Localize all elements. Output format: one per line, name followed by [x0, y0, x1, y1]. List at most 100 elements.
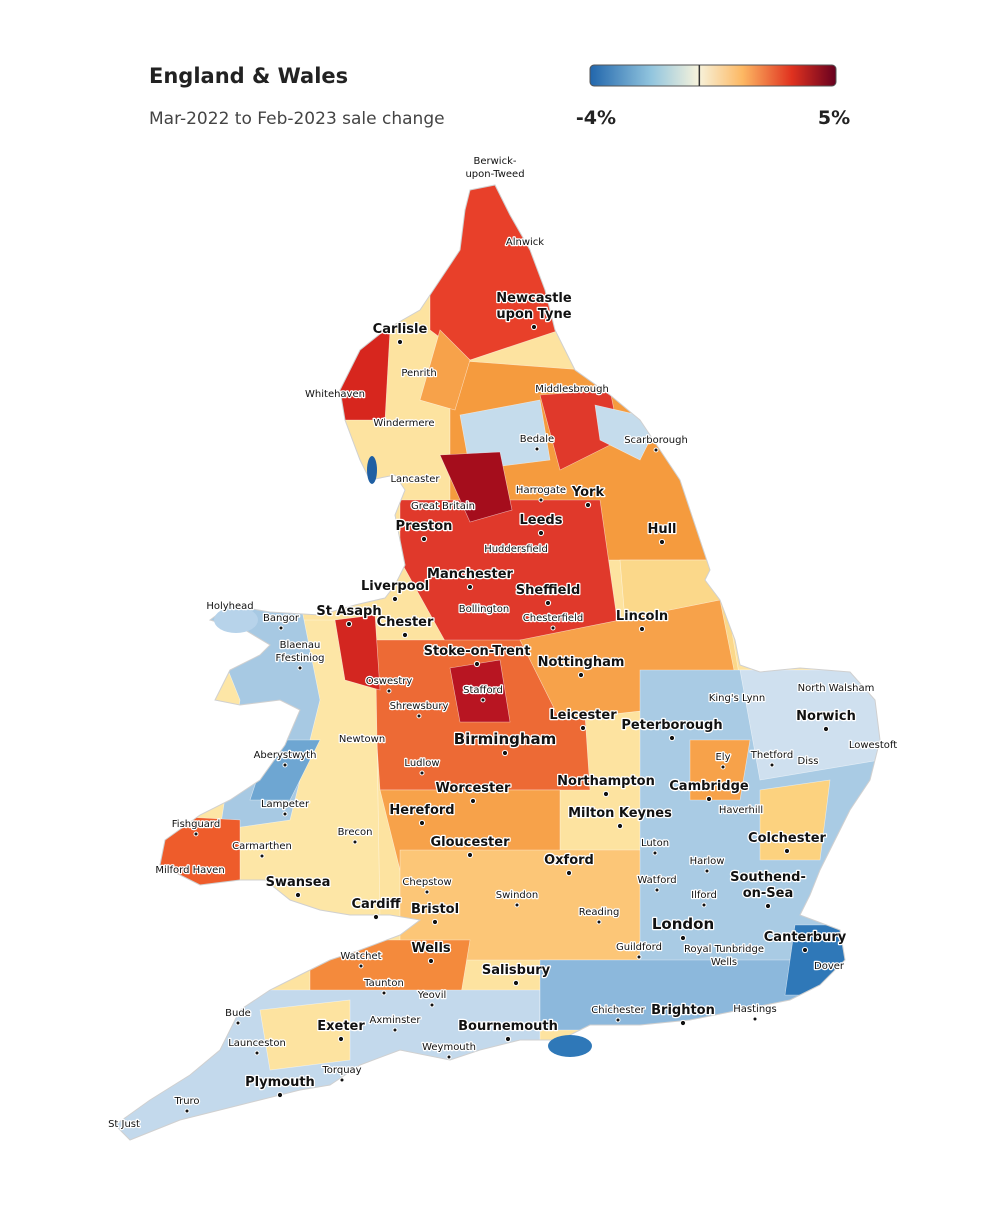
place-label: Harlow: [690, 856, 725, 867]
place-label: Ffestiniog: [276, 653, 325, 664]
place-label: Oxford: [544, 853, 594, 868]
place-label: Thetford: [750, 750, 793, 761]
place-dot: [636, 954, 642, 960]
place-dot: [480, 697, 486, 703]
map-title: England & Wales: [149, 64, 348, 88]
place-label: Ilford: [691, 890, 717, 901]
place-label: Peterborough: [621, 718, 722, 733]
place-label: Worcester: [436, 781, 512, 796]
place-label: Windermere: [373, 418, 434, 429]
place-label: Chester: [377, 615, 434, 630]
place-dot: [538, 497, 544, 503]
place-dot: [392, 1027, 398, 1033]
place-label: Colchester: [748, 831, 826, 846]
place-dot: [391, 595, 399, 603]
place-label: Ludlow: [404, 758, 439, 769]
place-dot: [577, 671, 585, 679]
legend-min-label: -4%: [576, 107, 616, 129]
place-label: Middlesbrough: [535, 384, 609, 395]
place-label: Plymouth: [245, 1075, 315, 1090]
place-dot: [822, 725, 830, 733]
place-dot: [381, 990, 387, 996]
place-dot: [658, 538, 666, 546]
place-label: Brighton: [651, 1003, 715, 1018]
place-label: King's Lynn: [709, 693, 765, 704]
place-label: Nottingham: [538, 655, 625, 670]
place-label: Shrewsbury: [390, 701, 449, 712]
place-label: Wells: [411, 941, 451, 956]
place-dot: [783, 847, 791, 855]
place-dot: [701, 902, 707, 908]
place-label: Sheffield: [516, 583, 581, 598]
place-dot: [504, 1035, 512, 1043]
place-label: Fishguard: [172, 819, 220, 830]
place-label: Norwich: [796, 709, 856, 724]
place-label: Weymouth: [422, 1042, 476, 1053]
place-label: Exeter: [317, 1019, 365, 1034]
place-label: Holyhead: [206, 601, 253, 612]
place-label: Lincoln: [616, 609, 668, 624]
place-dot: [401, 631, 409, 639]
place-label: Chichester: [591, 1005, 645, 1016]
place-label: Ely: [715, 752, 730, 763]
place-dot: [565, 869, 573, 877]
place-label: Stafford: [463, 685, 503, 696]
place-dot: [544, 599, 552, 607]
place-dot: [615, 1017, 621, 1023]
place-dot: [579, 724, 587, 732]
place-label: Bollington: [459, 604, 509, 615]
place-label: Canterbury: [764, 930, 847, 945]
place-label: Diss: [798, 756, 819, 767]
place-dot: [358, 963, 364, 969]
place-dot: [345, 620, 353, 628]
place-dot: [752, 1016, 758, 1022]
place-label: Carmarthen: [232, 841, 292, 852]
place-dot: [431, 918, 439, 926]
place-dot: [337, 1035, 345, 1043]
place-label: Scarborough: [624, 435, 688, 446]
place-dot: [705, 795, 713, 803]
place-label: Leeds: [520, 513, 563, 528]
place-label: Northampton: [557, 774, 655, 789]
place-label: Stoke-on-Trent: [424, 644, 531, 659]
place-label: Leicester: [549, 708, 617, 723]
place-label: Preston: [396, 519, 453, 534]
place-dot: [420, 535, 428, 543]
place-label: Reading: [579, 907, 620, 918]
place-label: Newcastle: [496, 291, 572, 306]
place-label: Luton: [641, 838, 669, 849]
place-label: Royal Tunbridge: [684, 944, 764, 955]
place-dot: [352, 839, 358, 845]
place-label: Bristol: [411, 902, 459, 917]
place-label: Bedale: [520, 434, 554, 445]
place-dot: [668, 734, 676, 742]
place-dot: [282, 762, 288, 768]
place-dot: [184, 1108, 190, 1114]
place-label: Milton Keynes: [568, 806, 672, 821]
place-dot: [424, 889, 430, 895]
place-dot: [512, 979, 520, 987]
anglesey: [214, 607, 258, 633]
place-label: Birmingham: [454, 730, 557, 748]
place-label: York: [571, 485, 605, 500]
place-label: Hull: [647, 522, 676, 537]
map-subtitle: Mar-2022 to Feb-2023 sale change: [149, 109, 445, 129]
place-dot: [534, 446, 540, 452]
place-label: Truro: [173, 1096, 199, 1107]
legend-bar: [589, 64, 837, 87]
place-label: Blaenau: [280, 640, 321, 651]
isle-of-wight: [548, 1035, 592, 1057]
place-label: Launceston: [228, 1038, 286, 1049]
place-label: Torquay: [321, 1065, 361, 1076]
place-label: St Asaph: [316, 604, 381, 619]
place-label: Gloucester: [430, 835, 510, 850]
place-dot: [418, 819, 426, 827]
place-label: Great Britain: [411, 501, 475, 512]
place-dot: [416, 713, 422, 719]
place-label: Lowestoft: [849, 740, 897, 751]
place-label: Bournemouth: [458, 1019, 558, 1034]
place-label: upon-Tweed: [465, 169, 524, 180]
place-dot: [720, 764, 726, 770]
place-label: Liverpool: [361, 579, 429, 594]
